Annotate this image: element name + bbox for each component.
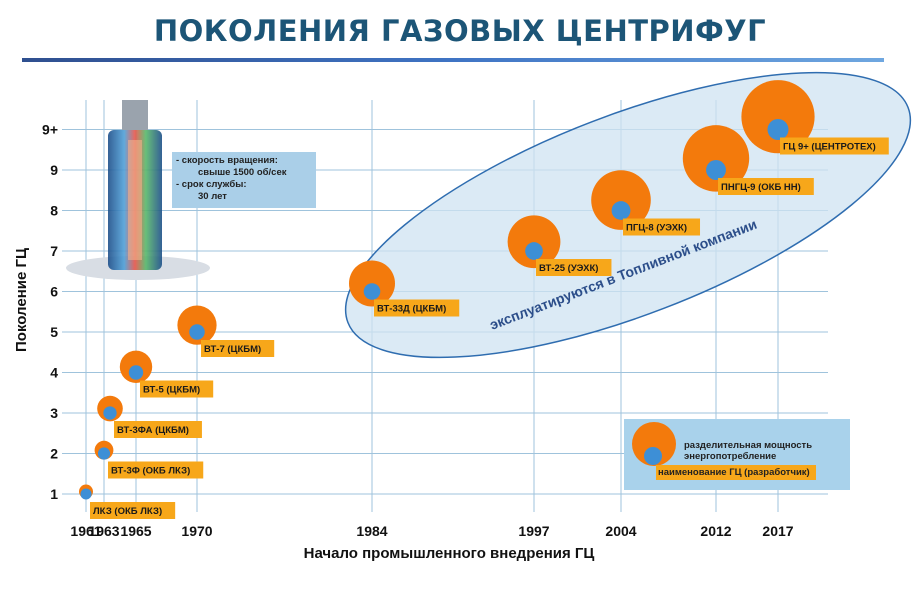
y-tick-label: 9 — [50, 162, 58, 178]
info-line-lifetime: - срок службы: — [176, 179, 247, 190]
data-point: ПГЦ-8 (УЭХК) — [591, 170, 701, 236]
legend-marker — [632, 422, 676, 466]
centrifuge-label: ВТ-3Ф (ОКБ ЛКЗ) — [111, 466, 190, 477]
data-point: ВТ-25 (УЭХК) — [507, 215, 612, 276]
title-underline — [22, 58, 884, 62]
centrifuge-label: ВТ-3ФА (ЦКБМ) — [117, 425, 189, 436]
y-tick-label: 6 — [50, 284, 58, 300]
energy-circle — [363, 283, 381, 300]
legend-description: разделительная мощность энергопотреблени… — [684, 440, 812, 462]
centrifuge-label: ГЦ 9+ (ЦЕНТРОТЕХ) — [783, 142, 876, 153]
centrifuge-label: ВТ-5 (ЦКБМ) — [143, 385, 200, 396]
centrifuge-label: ПГЦ-8 (УЭХК) — [626, 223, 687, 234]
centrifuge-label: ПНГЦ-9 (ОКБ НН) — [721, 182, 801, 193]
legend-item-name: наименование ГЦ (разработчик) — [656, 465, 816, 480]
energy-circle — [525, 242, 543, 260]
energy-circle — [767, 119, 789, 140]
data-point: ВТ-3Ф (ОКБ ЛКЗ) — [94, 440, 204, 479]
y-tick-label: 9+ — [42, 122, 58, 138]
x-tick-label: 2004 — [605, 523, 636, 539]
energy-circle — [706, 160, 726, 180]
y-tick-label: 5 — [50, 324, 58, 340]
info-line-speed-value: свыше 1500 об/сек — [198, 167, 287, 178]
data-point: ПНГЦ-9 (ОКБ НН) — [682, 125, 814, 195]
centrifuge-top-unit — [122, 100, 148, 130]
centrifuge-label-background — [374, 299, 460, 317]
y-axis-title: Поколение ГЦ — [13, 248, 30, 352]
x-tick-label: 2012 — [700, 523, 731, 539]
info-line-speed: - скорость вращения: — [176, 155, 278, 166]
y-tick-label: 8 — [50, 203, 58, 219]
energy-circle — [97, 447, 111, 460]
data-point: ГЦ 9+ (ЦЕНТРОТЕХ) — [741, 80, 889, 155]
centrifuge-label: ВТ-7 (ЦКБМ) — [204, 344, 261, 355]
centrifuge-label: ВТ-25 (УЭХК) — [539, 263, 598, 274]
centrifuge-label-background — [201, 340, 275, 357]
x-tick-label: 1984 — [356, 523, 387, 539]
data-point: ВТ-7 (ЦКБМ) — [177, 305, 275, 357]
legend-orange-circle — [632, 422, 676, 466]
centrifuge-info-box: - скорость вращения: свыше 1500 об/сек -… — [172, 152, 316, 208]
legend-item-power: разделительная мощность — [684, 440, 813, 451]
centrifuge-label-background — [623, 218, 701, 236]
power-circle — [591, 170, 651, 230]
centrifuge-label-background — [718, 178, 814, 195]
centrifuge-label-background — [140, 380, 214, 398]
x-tick-label: 1963 — [88, 523, 119, 539]
y-tick-label: 2 — [50, 446, 58, 462]
centrifuge-inner-core — [128, 140, 142, 260]
centrifuge-label-background — [780, 137, 889, 155]
y-tick-label: 3 — [50, 405, 58, 421]
power-circle — [682, 125, 750, 192]
data-point: ЛКЗ (ОКБ ЛКЗ) — [79, 484, 176, 519]
energy-circle — [80, 488, 92, 500]
legend-item-energy: энергопотребление — [684, 451, 777, 462]
page-title: ПОКОЛЕНИЯ ГАЗОВЫХ ЦЕНТРИФУГ — [153, 14, 767, 48]
power-circle — [507, 215, 561, 269]
x-axis-title: Начало промышленного внедрения ГЦ — [304, 545, 595, 562]
y-tick-label: 1 — [50, 486, 58, 502]
energy-circle — [189, 324, 205, 340]
energy-circle — [103, 406, 117, 420]
y-tick-label: 7 — [50, 243, 58, 259]
x-tick-label: 1965 — [120, 523, 151, 539]
x-tick-label: 1997 — [518, 523, 549, 539]
x-tick-label: 1961 — [70, 523, 101, 539]
chart-marks: ЛКЗ (ОКБ ЛКЗ) ВТ-3Ф (ОКБ ЛКЗ) ВТ-3ФА (ЦКБМ… — [79, 80, 889, 519]
y-axis-ticks: 1 2 3 4 5 6 7 8 9 9+ — [42, 122, 58, 503]
info-line-lifetime-value: 30 лет — [198, 191, 227, 202]
energy-circle — [128, 365, 144, 380]
x-tick-label: 1970 — [181, 523, 212, 539]
centrifuge-label: ЛКЗ (ОКБ ЛКЗ) — [93, 506, 162, 517]
power-circle — [741, 80, 815, 154]
data-point: ВТ-5 (ЦКБМ) — [119, 350, 214, 398]
centrifuge-illustration — [66, 100, 210, 280]
centrifuge-label-background — [90, 502, 176, 519]
y-tick-label: 4 — [50, 365, 58, 381]
x-tick-label: 2017 — [762, 523, 793, 539]
centrifuge-label-background — [536, 259, 612, 276]
legend-blue-circle — [644, 447, 662, 465]
centrifuge-label: ВТ-33Д (ЦКБМ) — [377, 304, 446, 315]
centrifuge-label-background — [114, 421, 202, 438]
data-point: ВТ-33Д (ЦКБМ) — [349, 260, 460, 317]
energy-circle — [611, 201, 631, 220]
centrifuge-label-background — [108, 461, 204, 479]
data-point: ВТ-3ФА (ЦКБМ) — [97, 395, 202, 438]
